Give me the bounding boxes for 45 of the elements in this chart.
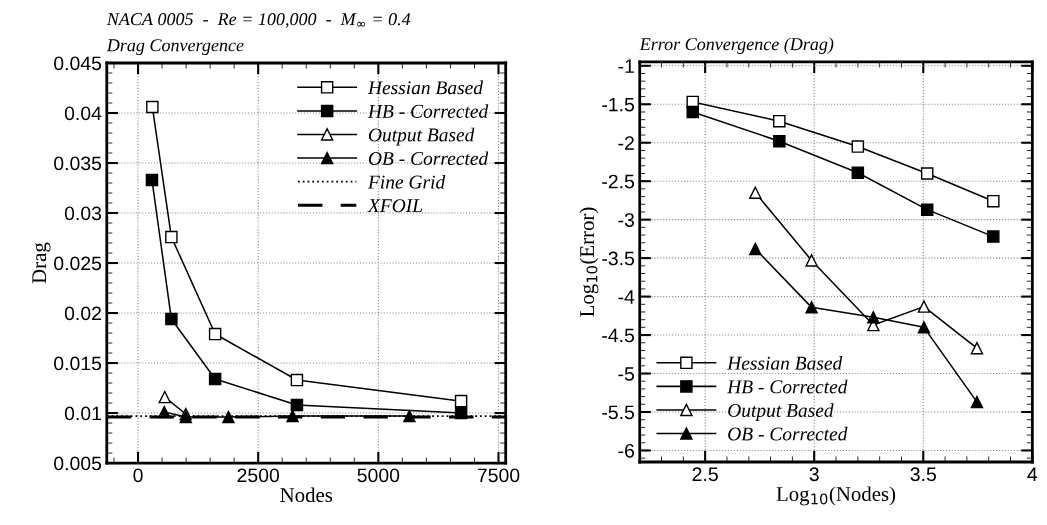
x-tick-label: 0 xyxy=(133,468,143,483)
legend-label: Output Based xyxy=(368,127,475,146)
legend-label: OB - Corrected xyxy=(728,426,848,441)
y-tick-label: -5 xyxy=(618,367,635,381)
y-tick-label: 0.025 xyxy=(54,256,102,271)
legend-label: XFOIL xyxy=(367,199,423,213)
y-tick-label: 0.005 xyxy=(54,456,102,471)
y-tick-label: 0.01 xyxy=(64,406,101,421)
y-tick-label: -1 xyxy=(618,59,634,73)
chart-subtitle: Drag Convergence xyxy=(106,39,244,55)
y-tick-label: 0.04 xyxy=(64,106,102,121)
x-tick-label: 3 xyxy=(809,467,819,482)
x-tick-label: 7500 xyxy=(477,468,520,483)
x-tick-label: 2.5 xyxy=(692,467,718,482)
y-tick-label: 0.045 xyxy=(54,56,102,71)
y-tick-label: -3.5 xyxy=(602,251,635,266)
y-tick-label: 0.035 xyxy=(54,156,102,171)
y-tick-label: -2.5 xyxy=(602,174,635,189)
legend-label: OB - Corrected xyxy=(368,151,489,166)
y-tick-label: 0.015 xyxy=(54,356,102,371)
legend-label: Output Based xyxy=(728,403,834,421)
x-tick-label: 2500 xyxy=(237,468,280,483)
y-tick-label: -4.5 xyxy=(602,328,635,343)
x-tick-label: 4 xyxy=(1027,467,1038,481)
y-tick-label: -5.5 xyxy=(602,405,635,420)
y-tick-label: -1.5 xyxy=(602,97,635,112)
legend-label: Hessian Based xyxy=(727,356,843,370)
x-axis-title: Nodes xyxy=(280,487,333,503)
legend-label: HB - Corrected xyxy=(367,104,489,118)
chart-title: Error Convergence (Drag) xyxy=(639,37,834,54)
y-tick-label: -4 xyxy=(618,290,635,304)
y-tick-label: -2 xyxy=(618,136,634,150)
x-tick-label: 3.5 xyxy=(910,467,936,482)
y-axis-title: Drag xyxy=(32,242,51,284)
y-axis-title: Log$_{10}$(Error) xyxy=(579,207,599,317)
legend-label: Hessian Based xyxy=(367,80,484,95)
x-axis-title: Log$_{10}$(Nodes) xyxy=(776,486,896,506)
y-tick-label: -3 xyxy=(618,213,634,227)
x-tick-label: 5000 xyxy=(357,468,400,483)
chart-title: NACA 0005 - Re = 100,000 - M$_{∞}$ = 0.4 xyxy=(106,13,411,28)
y-tick-label: 0.02 xyxy=(64,306,101,321)
legend-label: Fine Grid xyxy=(367,174,446,189)
y-tick-label: -6 xyxy=(618,443,634,458)
y-tick-label: 0.03 xyxy=(64,206,102,221)
legend-label: HB - Corrected xyxy=(727,379,848,394)
